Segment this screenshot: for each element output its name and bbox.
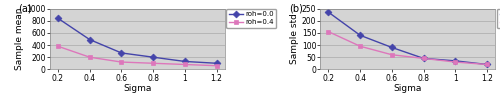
roh=0.4 xyxy=(118,61,124,63)
Y-axis label: Sample std: Sample std xyxy=(290,13,299,64)
roh=0.4 xyxy=(420,58,426,59)
Text: (b): (b) xyxy=(289,4,303,14)
Line: roh=0.0: roh=0.0 xyxy=(326,10,490,67)
roh=0.0 xyxy=(389,47,395,48)
Line: roh=0.4: roh=0.4 xyxy=(56,44,219,68)
Legend: roh=0.0, roh=0.4: roh=0.0, roh=0.4 xyxy=(226,9,276,28)
roh=0.4 xyxy=(86,57,92,58)
roh=0.4 xyxy=(55,46,61,47)
roh=0.4 xyxy=(452,61,458,63)
Line: roh=0.4: roh=0.4 xyxy=(326,29,490,67)
roh=0.0 xyxy=(357,35,363,36)
Legend: roh=0.0, roh=0.4: roh=0.0, roh=0.4 xyxy=(496,9,500,28)
roh=0.0 xyxy=(484,64,490,65)
roh=0.4 xyxy=(357,46,363,47)
X-axis label: Sigma: Sigma xyxy=(123,84,152,93)
roh=0.4 xyxy=(389,54,395,55)
roh=0.0 xyxy=(86,39,92,40)
roh=0.4 xyxy=(214,65,220,66)
Line: roh=0.0: roh=0.0 xyxy=(56,16,219,66)
Text: (a): (a) xyxy=(18,4,32,14)
roh=0.0 xyxy=(182,61,188,62)
roh=0.0 xyxy=(150,57,156,58)
roh=0.4 xyxy=(182,64,188,65)
roh=0.0 xyxy=(420,58,426,59)
roh=0.0 xyxy=(214,63,220,64)
Y-axis label: Sample mean: Sample mean xyxy=(14,8,24,70)
roh=0.0 xyxy=(118,52,124,53)
roh=0.0 xyxy=(452,60,458,61)
roh=0.4 xyxy=(150,63,156,64)
roh=0.0 xyxy=(55,18,61,19)
roh=0.4 xyxy=(484,64,490,65)
roh=0.0 xyxy=(326,12,332,13)
X-axis label: Sigma: Sigma xyxy=(394,84,422,93)
roh=0.4 xyxy=(326,31,332,32)
